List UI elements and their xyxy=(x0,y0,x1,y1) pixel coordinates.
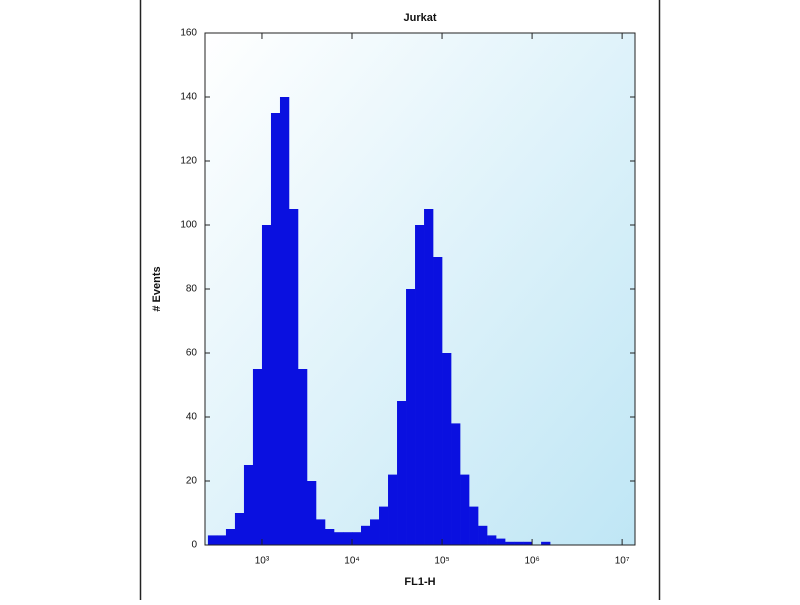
y-tick-label: 100 xyxy=(180,220,197,231)
bar xyxy=(478,525,488,545)
x-tick-label: 10³ xyxy=(255,556,270,567)
bar xyxy=(370,519,380,545)
bar xyxy=(306,481,317,545)
bar xyxy=(424,209,434,545)
y-tick-label: 140 xyxy=(180,92,197,103)
bar xyxy=(261,225,272,545)
bar xyxy=(352,532,362,545)
bar xyxy=(442,353,452,545)
y-tick-label: 0 xyxy=(191,540,197,551)
bar xyxy=(297,369,308,545)
bar xyxy=(433,257,443,545)
bar xyxy=(541,541,551,545)
x-tick-label: 10⁵ xyxy=(434,556,449,567)
bar xyxy=(451,423,461,545)
bar xyxy=(496,538,506,545)
bar xyxy=(487,535,497,545)
bar xyxy=(415,225,425,545)
bar xyxy=(324,529,335,545)
bar xyxy=(469,506,479,545)
y-tick-label: 80 xyxy=(186,284,198,295)
y-tick-label: 40 xyxy=(186,412,198,423)
y-tick-label: 20 xyxy=(186,476,198,487)
bar xyxy=(252,369,263,545)
bar xyxy=(207,535,218,545)
bar xyxy=(234,513,245,545)
bar xyxy=(379,506,389,545)
bar xyxy=(388,474,398,545)
bar xyxy=(216,535,227,545)
bar xyxy=(315,519,326,545)
y-tick-label: 160 xyxy=(180,28,197,39)
bar xyxy=(270,113,281,545)
y-tick-label: 60 xyxy=(186,348,198,359)
x-tick-label: 10⁴ xyxy=(344,556,359,567)
bar xyxy=(460,474,470,545)
bar xyxy=(243,465,254,545)
bar xyxy=(523,541,533,545)
x-axis-title: FL1-H xyxy=(404,576,435,588)
bar xyxy=(406,289,416,545)
bar xyxy=(397,401,407,545)
y-tick-label: 120 xyxy=(180,156,197,167)
bar xyxy=(333,532,344,545)
bar xyxy=(505,541,515,545)
marks xyxy=(207,97,551,545)
bar xyxy=(288,209,299,545)
bar xyxy=(514,541,524,545)
bar xyxy=(342,532,353,545)
y-axis-title: # Events xyxy=(151,266,163,311)
bar xyxy=(279,97,290,545)
bar xyxy=(225,529,236,545)
bar xyxy=(361,525,371,545)
x-tick-label: 10⁷ xyxy=(615,556,630,567)
chart-title: Jurkat xyxy=(403,12,436,24)
x-tick-label: 10⁶ xyxy=(524,556,539,567)
